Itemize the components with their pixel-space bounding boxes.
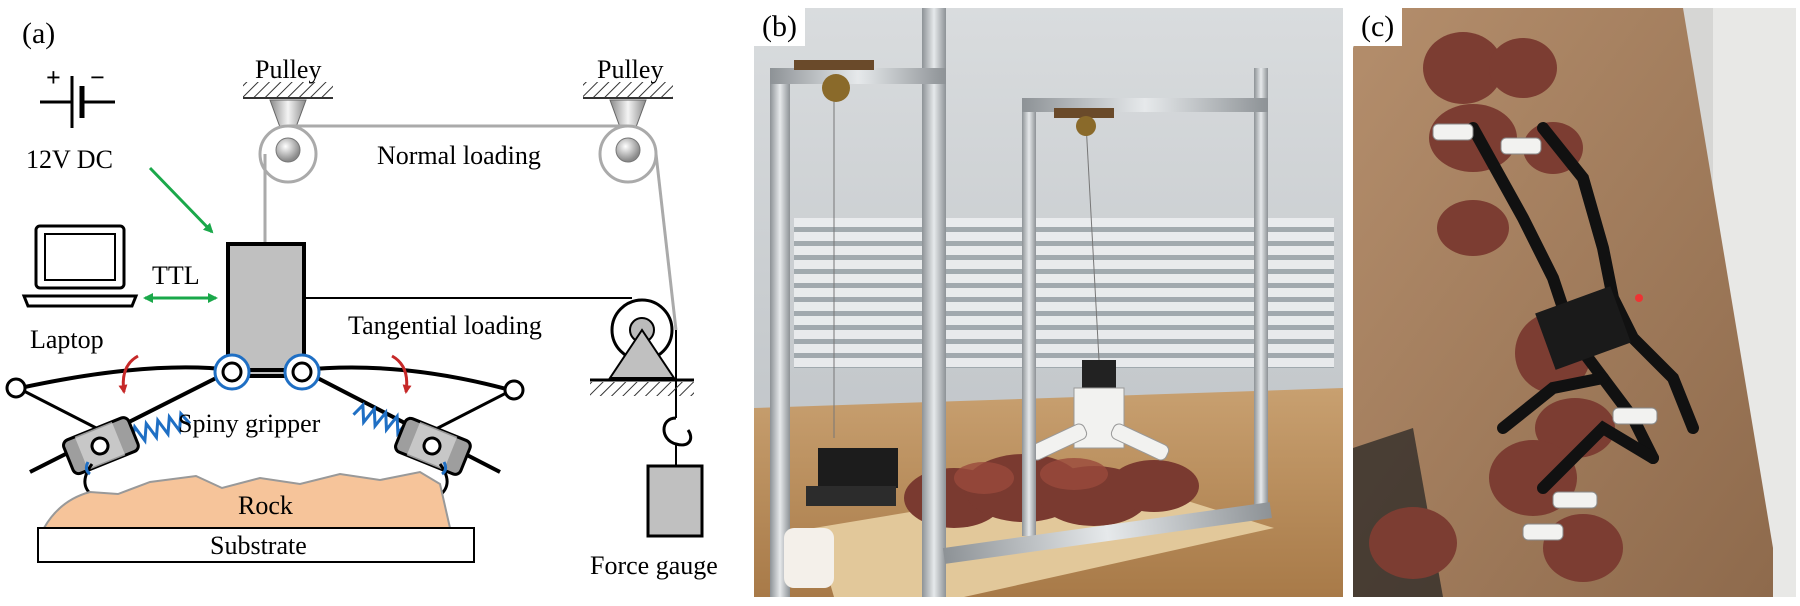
tangential-loading-label: Tangential loading <box>348 311 542 340</box>
panel-label-c: (c) <box>1353 8 1403 46</box>
force-gauge <box>646 464 704 538</box>
battery-symbol <box>40 76 115 128</box>
tangential-loading-rope <box>304 297 677 418</box>
battery-label: 12V DC <box>26 145 113 174</box>
climbing-robot-photo: (c) <box>1353 8 1796 597</box>
normal-loading-label: Normal loading <box>377 141 541 170</box>
battery-plus: + <box>46 63 61 92</box>
battery-minus: − <box>90 63 105 92</box>
rock-label: Rock <box>238 491 293 520</box>
panel-label-a: (a) <box>22 17 55 50</box>
hook-icon <box>662 416 693 447</box>
pulley-right <box>583 82 673 184</box>
spiny-gripper-label: Spiny gripper <box>178 409 321 438</box>
substrate-label: Substrate <box>210 531 307 560</box>
climbing-robot-illustration <box>1353 8 1796 597</box>
force-gauge-label: Force gauge <box>590 551 718 580</box>
laptop-icon <box>21 224 139 308</box>
ttl-label: TTL <box>152 261 200 290</box>
panel-label-b: (b) <box>754 8 805 46</box>
pulley-left-label: Pulley <box>255 55 321 84</box>
schematic-panel: (a) + − 12V DC Pulley Pulley <box>0 0 750 601</box>
spiny-gripper <box>5 353 525 500</box>
rock-shape <box>42 470 452 529</box>
power-arrow <box>148 166 214 234</box>
schematic-diagram: (a) + − 12V DC Pulley Pulley <box>5 17 718 580</box>
control-box <box>226 242 306 378</box>
tangential-pulley <box>590 298 694 396</box>
test-rig-illustration <box>754 8 1343 597</box>
pulley-right-label: Pulley <box>597 55 663 84</box>
pulley-left <box>243 82 333 184</box>
test-rig-photo: (b) <box>754 8 1343 597</box>
substrate-block <box>37 527 475 563</box>
laptop-label: Laptop <box>30 325 104 354</box>
normal-loading-rope <box>263 124 678 331</box>
